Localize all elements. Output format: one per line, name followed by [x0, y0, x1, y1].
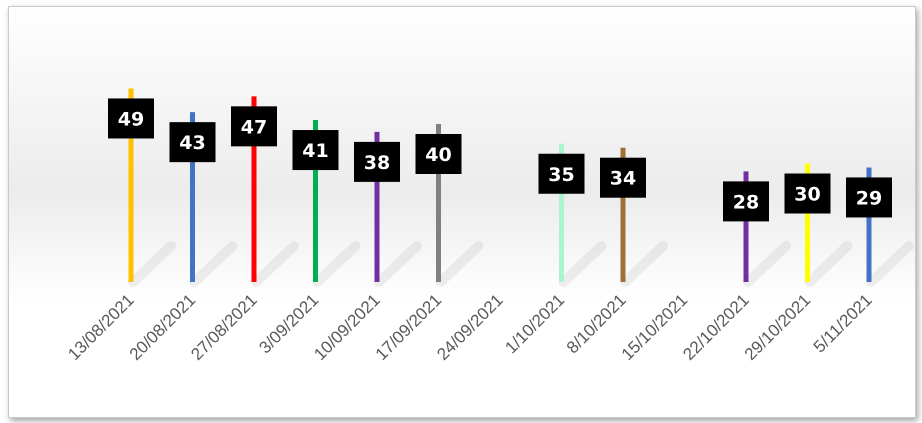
stem-shadow: [866, 241, 914, 287]
data-label: 34: [610, 168, 636, 190]
stem-shadow: [128, 241, 176, 287]
data-label: 43: [179, 132, 205, 154]
data-label-box: [846, 177, 892, 218]
data-label: 28: [733, 191, 759, 213]
data-label: 38: [364, 152, 390, 174]
data-label-box: [169, 122, 216, 163]
data-label-box: [723, 181, 769, 222]
data-label: 30: [794, 184, 820, 206]
stem-shadow: [312, 241, 361, 287]
data-label: 41: [302, 140, 328, 162]
data-label: 40: [425, 144, 451, 166]
stem-shadow: [743, 241, 791, 287]
data-label-box: [784, 173, 831, 214]
data-label-box: [600, 157, 646, 198]
x-axis-tick-labels: 13/08/202120/08/202127/08/20213/09/20211…: [64, 290, 876, 364]
x-tick-label: 24/09/2021: [433, 290, 507, 364]
stem-shadow: [620, 241, 668, 287]
stem-shadow: [804, 241, 853, 287]
data-label-box: [231, 106, 277, 147]
data-label: 49: [118, 108, 144, 130]
x-tick-label: 29/10/2021: [741, 290, 815, 364]
data-label: 47: [241, 116, 267, 138]
data-label-box: [354, 141, 400, 182]
stem-shadow: [558, 241, 607, 287]
x-tick-label: 5/11/2021: [810, 290, 876, 356]
data-label: 29: [856, 187, 882, 209]
x-tick-label: 1/10/2021: [501, 290, 568, 357]
stem-shadow: [435, 241, 484, 287]
data-label-box: [538, 153, 585, 194]
data-label-box: [108, 98, 154, 139]
stem-shadow: [251, 241, 299, 287]
stem-shadow: [374, 241, 422, 287]
x-tick-label: 27/08/2021: [187, 290, 261, 364]
data-label: 35: [548, 164, 574, 186]
data-label-box: [292, 130, 339, 171]
stem-shadow: [189, 241, 238, 287]
data-label-box: [415, 134, 462, 174]
data-labels-layer: 49 43 47 41 38 40 35 34 28 30 29: [108, 98, 892, 222]
